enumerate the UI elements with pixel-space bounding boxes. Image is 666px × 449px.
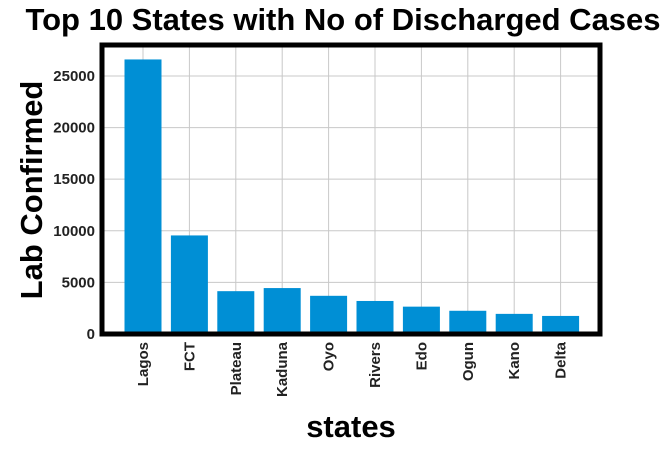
x-tick-label: FCT — [181, 342, 198, 371]
bar-edo — [402, 306, 440, 334]
y-tick-label: 15000 — [53, 171, 95, 188]
x-tick-label: Kaduna — [274, 341, 291, 397]
x-tick-label: Rivers — [367, 342, 384, 388]
bar-lagos — [124, 59, 162, 334]
x-tick-label: Delta — [553, 341, 570, 378]
bars — [124, 59, 580, 334]
bar-plateau — [217, 291, 255, 334]
x-tick-label: Kano — [506, 342, 523, 380]
x-tick-label: Ogun — [460, 342, 477, 381]
plot-frame — [99, 42, 603, 337]
x-tick-labels: Lagos FCT Plateau Kaduna Oyo Rivers Edo Ogun Kan… — [135, 341, 570, 397]
y-tick-labels: 0 5000 10000 15000 20000 25000 — [53, 68, 95, 343]
bar-delta — [542, 315, 580, 334]
bar-rivers — [356, 300, 394, 334]
grid-lines — [102, 45, 600, 335]
x-tick-label: Edo — [413, 342, 430, 370]
x-axis-label: states — [306, 409, 396, 444]
y-axis-label: Lab Confirmed — [14, 81, 49, 300]
y-tick-label: 0 — [87, 326, 95, 343]
x-tick-label: Oyo — [321, 342, 338, 371]
bar-oyo — [310, 295, 348, 334]
y-tick-label: 25000 — [53, 68, 95, 85]
y-tick-label: 20000 — [53, 120, 95, 137]
x-tick-label: Plateau — [228, 342, 245, 395]
bar-kaduna — [263, 288, 301, 334]
y-tick-label: 5000 — [62, 274, 95, 291]
bar-fct — [170, 235, 208, 334]
chart-title: Top 10 States with No of Discharged Case… — [25, 2, 660, 37]
bar-kano — [495, 313, 533, 334]
bar-ogun — [449, 310, 487, 334]
x-tick-label: Lagos — [135, 342, 152, 386]
y-tick-label: 10000 — [53, 223, 95, 240]
